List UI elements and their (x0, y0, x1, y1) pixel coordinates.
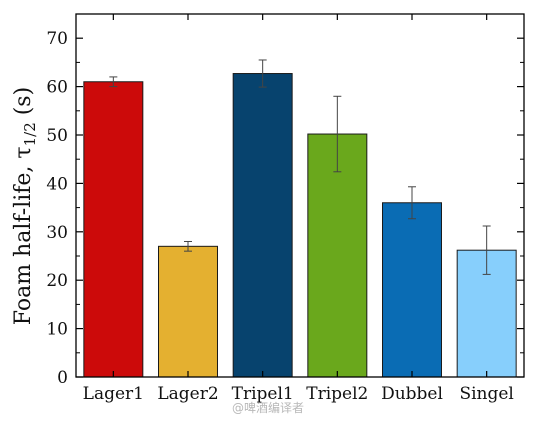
error-bar-lager1 (109, 76, 118, 88)
y-axis-ticks: 0 10 20 30 40 50 60 70 (46, 13, 524, 388)
x-tick-label-tripel1: Tripel1 (232, 384, 294, 404)
bar-tripel1 (232, 73, 293, 378)
error-bar-lager2 (184, 240, 192, 252)
error-bars-group (109, 59, 491, 275)
x-tick-label-tripel2: Tripel2 (306, 384, 368, 404)
y-tick-label-0: 0 (57, 368, 68, 388)
y-axis-title: Foam half-life, τ1/2 (s) (11, 87, 39, 325)
error-bar-tripel1 (258, 59, 267, 88)
y-tick-label-40: 40 (46, 174, 68, 194)
y-tick-label-70: 70 (46, 29, 68, 49)
y-tick-label-30: 30 (46, 223, 68, 243)
error-bar-dubbel (408, 186, 416, 220)
error-bar-singel (482, 225, 491, 275)
y-tick-label-10: 10 (46, 320, 68, 340)
x-tick-label-singel: Singel (459, 384, 513, 404)
bar-dubbel (382, 202, 442, 378)
error-bar-tripel2 (333, 95, 342, 173)
watermark-text: @啤酒编译者 (232, 401, 305, 415)
bar-lager2 (158, 245, 218, 378)
x-tick-label-dubbel: Dubbel (381, 384, 443, 404)
y-tick-label-60: 60 (46, 78, 68, 98)
bar-tripel2 (307, 133, 368, 378)
y-tick-label-20: 20 (46, 271, 68, 291)
bar-lager1 (83, 81, 144, 378)
x-axis-ticks: Lager1 Lager2 Tripel1 Tripel2 Dubbel Singel (83, 14, 514, 404)
y-tick-label-50: 50 (46, 126, 68, 146)
bars-group (83, 73, 517, 378)
plot-frame (75, 13, 525, 378)
x-tick-label-lager2: Lager2 (157, 384, 218, 404)
x-tick-label-lager1: Lager1 (83, 384, 144, 404)
